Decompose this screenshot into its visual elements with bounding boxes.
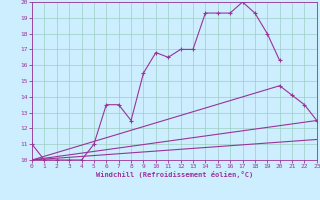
- X-axis label: Windchill (Refroidissement éolien,°C): Windchill (Refroidissement éolien,°C): [96, 171, 253, 178]
